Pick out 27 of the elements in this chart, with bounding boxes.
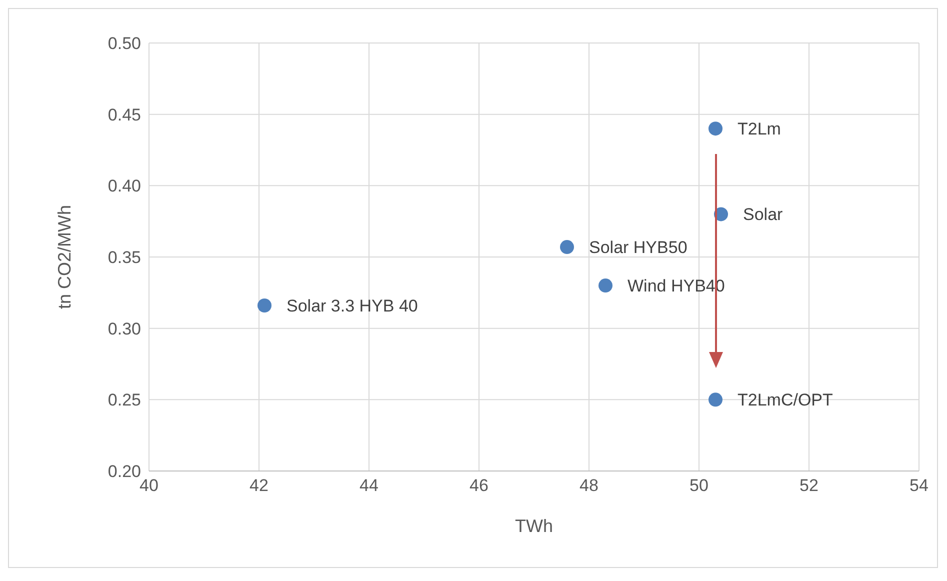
y-tick-label: 0.40 bbox=[108, 176, 141, 196]
annotation: T2Lm bbox=[738, 120, 781, 139]
x-tick-label: 42 bbox=[250, 476, 268, 496]
y-tick-label: 0.30 bbox=[108, 319, 141, 338]
y-tick-label: 0.25 bbox=[108, 390, 141, 410]
x-tick-label: 46 bbox=[470, 476, 488, 496]
point bbox=[708, 392, 722, 407]
annotation: Solar HYB50 bbox=[589, 238, 688, 258]
x-tick-label: 44 bbox=[360, 476, 378, 496]
x-tick-label: 50 bbox=[690, 476, 708, 496]
point bbox=[598, 278, 612, 293]
y-tick-label: 0.50 bbox=[108, 34, 141, 54]
y-tick-label: 0.35 bbox=[108, 248, 141, 268]
y-tick-label: 0.20 bbox=[108, 462, 141, 482]
x-tick-label: 40 bbox=[140, 476, 158, 496]
point bbox=[560, 240, 574, 254]
y-tick-label: 0.45 bbox=[108, 105, 141, 124]
point bbox=[708, 122, 722, 136]
x-axis-title: TWh bbox=[515, 516, 553, 536]
annotation: Solar bbox=[743, 205, 784, 224]
x-tick-label: 54 bbox=[910, 476, 928, 496]
point bbox=[258, 298, 272, 313]
x-tick-label: 52 bbox=[800, 476, 818, 496]
annotation: Solar 3.3 HYB 40 bbox=[286, 296, 418, 316]
x-tick-label: 48 bbox=[580, 476, 598, 496]
y-axis-title: tn CO2/MWh bbox=[54, 204, 74, 310]
annotation: T2LmC/OPT bbox=[738, 390, 833, 410]
